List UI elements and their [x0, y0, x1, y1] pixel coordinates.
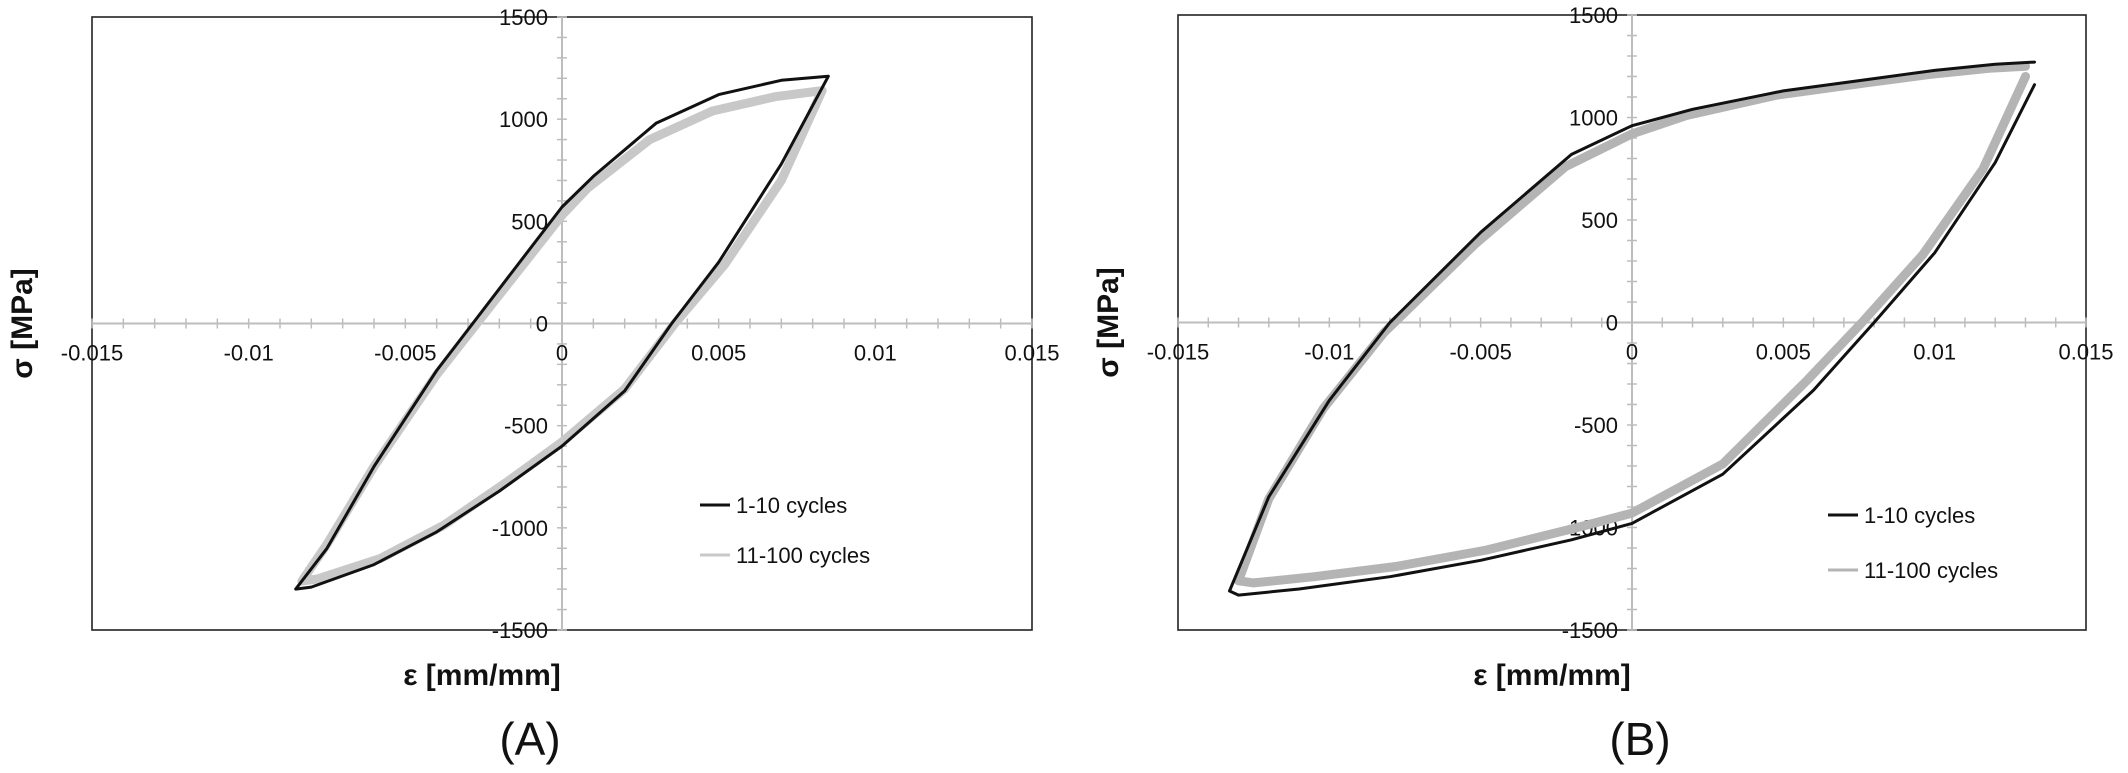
x-tick-label: 0.005 [1756, 340, 1811, 365]
y-tick-label: 500 [511, 209, 548, 234]
y-tick-label: -500 [504, 414, 548, 439]
y-tick-label: -500 [1574, 413, 1618, 438]
y-tick-label: 0 [1606, 311, 1618, 336]
x-axis-title: ε [mm/mm] [403, 659, 561, 692]
x-tick-label: -0.01 [224, 341, 274, 366]
y-tick-label: -1500 [492, 618, 548, 643]
x-tick-label: 0.015 [2058, 340, 2113, 365]
x-tick-label: 0 [1626, 340, 1638, 365]
y-tick-label: 0 [536, 312, 548, 337]
x-tick-label: 0.01 [1913, 340, 1956, 365]
legend-label: 11-100 cycles [1864, 558, 1998, 583]
y-axis-title: σ [MPa] [1092, 267, 1125, 378]
legend-label: 1-10 cycles [736, 493, 847, 518]
y-tick-label: 1000 [499, 107, 548, 132]
chart-panel-2: -0.015 -0.01 -0.005 0 0.005 0.01 0.015-1500-10… [1092, 3, 2114, 765]
panel-label: (A) [499, 713, 560, 765]
panel-label: (B) [1609, 713, 1670, 765]
y-tick-label: 1500 [499, 5, 548, 30]
x-tick-label: -0.005 [374, 341, 436, 366]
x-tick-label: -0.005 [1449, 340, 1511, 365]
chart-panel-1: -0.015 -0.01 -0.005 0 0.005 0.01 0.015 -1500 -10… [6, 5, 1060, 765]
y-tick-label: 1000 [1569, 106, 1618, 131]
y-tick-label: -1500 [1562, 618, 1618, 643]
y-tick-label: 1500 [1569, 3, 1618, 28]
x-axis-title: ε [mm/mm] [1473, 659, 1631, 692]
series-line-1 [294, 74, 830, 591]
y-tick-label: -1000 [492, 516, 548, 541]
y-axis-title: σ [MPa] [6, 268, 39, 379]
y-tick-label: 500 [1581, 208, 1618, 233]
x-tick-label: 0.005 [691, 341, 746, 366]
x-tick-label: 0.01 [854, 341, 897, 366]
series-line-1 [1228, 60, 2036, 597]
x-tick-label: 0 [556, 341, 568, 366]
x-tick-label: -0.015 [61, 341, 123, 366]
x-tick-label: 0.015 [1004, 341, 1059, 366]
series-line-2 [1234, 61, 2030, 588]
legend-label: 11-100 cycles [736, 543, 870, 568]
x-tick-label: -0.01 [1304, 340, 1354, 365]
x-tick-label: -0.015 [1147, 340, 1209, 365]
legend-label: 1-10 cycles [1864, 503, 1975, 528]
